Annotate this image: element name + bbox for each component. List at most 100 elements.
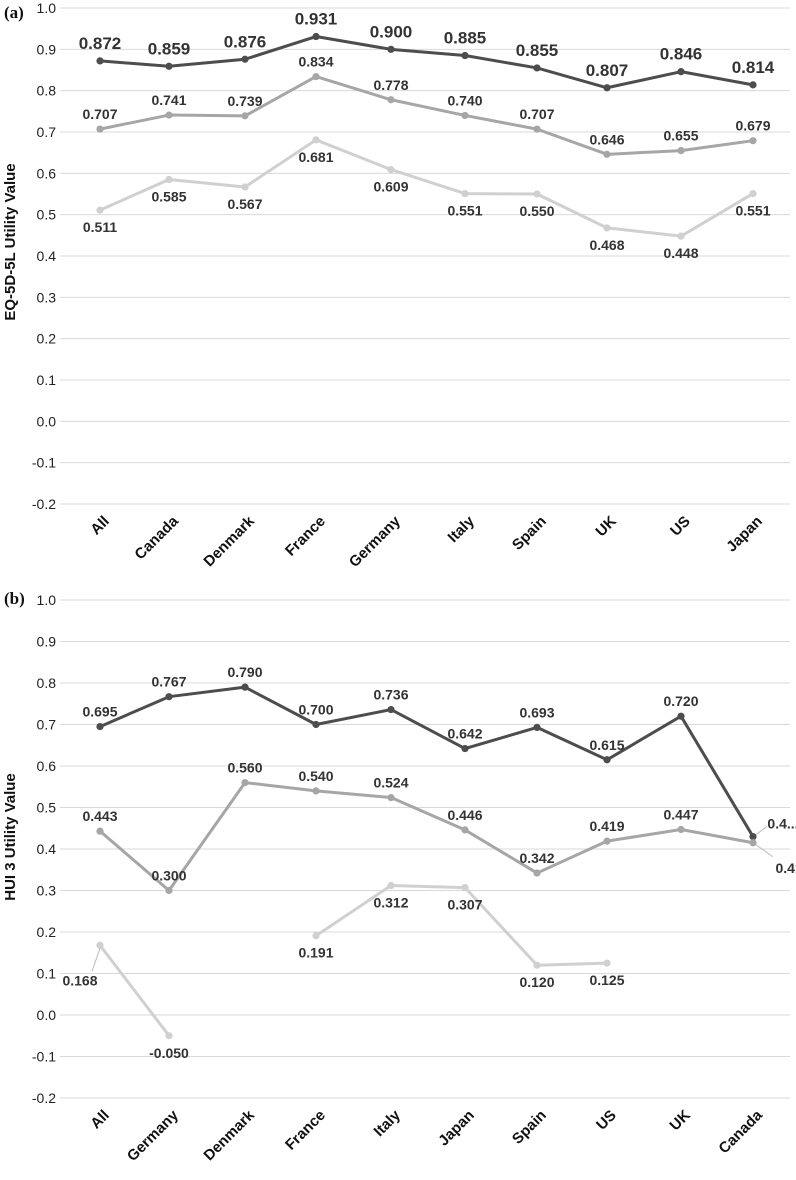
y-tick-label: 0.1 — [37, 372, 57, 388]
y-axis-label: HUI 3 Utility Value — [2, 773, 19, 901]
label-leader — [91, 948, 101, 972]
x-tick-label: US — [667, 513, 694, 540]
data-label: 0.609 — [373, 179, 408, 195]
data-point — [677, 232, 685, 240]
data-label: 0.551 — [735, 203, 770, 219]
label-leader — [755, 826, 768, 835]
data-label: 0.468 — [589, 237, 624, 253]
data-label: 0.615 — [589, 737, 624, 753]
data-point — [241, 683, 249, 691]
data-label: 0.642 — [447, 726, 482, 742]
data-label: 0.736 — [373, 687, 408, 703]
data-point — [461, 51, 469, 60]
data-label: 0.419 — [589, 818, 624, 834]
data-point — [241, 779, 249, 787]
data-point — [749, 832, 757, 841]
data-point — [461, 189, 469, 198]
data-point — [749, 137, 757, 145]
data-point — [96, 827, 104, 835]
data-point — [603, 150, 611, 158]
data-point — [96, 941, 104, 949]
data-label: 0.125 — [589, 972, 624, 988]
data-point — [312, 720, 320, 729]
data-label: 0.814 — [732, 58, 775, 77]
x-tick-label: Denmark — [200, 512, 258, 570]
data-point — [677, 825, 685, 834]
data-label: 0.540 — [298, 768, 333, 784]
data-point — [749, 839, 757, 847]
y-tick-label: 0.1 — [37, 966, 57, 982]
data-point — [312, 136, 320, 144]
data-point — [96, 57, 104, 65]
data-point — [165, 62, 173, 70]
data-label: 0.551 — [447, 203, 482, 219]
y-axis-label: EQ-5D-5L Utility Value — [2, 163, 19, 320]
data-point — [165, 693, 173, 701]
data-label: 0.767 — [151, 674, 186, 690]
data-label: 0.700 — [298, 702, 333, 718]
y-tick-label: 0.3 — [37, 289, 57, 305]
data-point — [677, 68, 685, 76]
y-tick-label: 0.6 — [37, 165, 57, 181]
data-label: 0.447 — [663, 806, 698, 822]
x-tick-label: UK — [666, 1107, 693, 1134]
data-point — [241, 55, 249, 63]
x-tick-label: Denmark — [200, 1106, 258, 1164]
data-label: 0.560 — [227, 760, 262, 776]
data-label: 0.695 — [82, 704, 117, 720]
data-point — [241, 183, 249, 191]
data-label: 0.646 — [589, 131, 624, 147]
y-tick-label: 0.7 — [37, 717, 57, 733]
series-line — [99, 685, 755, 838]
x-tick-label: Germany — [124, 1106, 182, 1164]
data-point — [387, 45, 395, 53]
x-tick-label: All — [87, 1107, 113, 1133]
data-point — [533, 190, 541, 198]
data-label: 0.740 — [447, 92, 482, 108]
data-point — [603, 84, 611, 92]
data-point — [96, 206, 104, 214]
data-label: 0.739 — [227, 93, 262, 109]
y-tick-label: 0.0 — [37, 413, 57, 429]
x-tick-label: Canada — [715, 1106, 766, 1157]
data-point — [461, 883, 469, 892]
x-tick-label: Canada — [131, 512, 182, 563]
data-point — [461, 111, 469, 120]
y-tick-label: 1.0 — [37, 592, 57, 608]
data-point — [165, 886, 173, 895]
data-point — [312, 932, 320, 940]
data-label: 0.720 — [663, 693, 698, 709]
data-point — [387, 96, 395, 104]
chart-panel-a: (a) -0.2 -0.1 0.0 0.1 0.2 0.3 0.4 0.5 0.6 0.7 0.8 0.… — [2, 0, 790, 571]
data-label: 0.446 — [447, 807, 482, 823]
data-label: 0.415 — [775, 860, 796, 876]
x-tick-label: Japan — [723, 513, 766, 556]
y-tick-label: 0.4 — [37, 248, 57, 264]
data-point — [749, 189, 757, 198]
data-label: 0.443 — [82, 808, 117, 824]
data-label: 0.872 — [79, 34, 122, 53]
x-tick-label: France — [282, 1107, 329, 1154]
data-label: 0.524 — [373, 775, 408, 791]
data-point — [461, 744, 469, 753]
y-tick-label: 0.5 — [37, 800, 57, 816]
data-label: 0.846 — [660, 45, 703, 64]
y-tick-label: -0.2 — [32, 1090, 56, 1106]
data-label: 0.300 — [151, 868, 186, 884]
data-label: 0.448 — [663, 245, 698, 261]
data-point — [312, 73, 320, 81]
data-point — [533, 125, 541, 133]
panel-letter: (b) — [4, 589, 25, 608]
y-tick-label: 0.7 — [37, 124, 57, 140]
y-tick-label: 0.2 — [37, 924, 57, 940]
data-label: 0.931 — [295, 10, 338, 29]
y-tick-label: -0.1 — [32, 455, 56, 471]
data-label: 0.312 — [373, 895, 408, 911]
x-tick-label: Japan — [435, 1107, 478, 1150]
data-label: 0.342 — [519, 850, 554, 866]
series-line — [99, 781, 754, 892]
data-point — [603, 224, 611, 232]
series-line — [99, 75, 754, 156]
series-3: 0.168 -0.050 0.191 0.312 0.307 0.120 0.125 — [62, 881, 625, 1061]
chart-panel-b: (b) -0.2 -0.1 0.0 0.1 0.2 0.3 0.4 0.5 0.6 0.7 0.8 0.… — [2, 589, 796, 1165]
